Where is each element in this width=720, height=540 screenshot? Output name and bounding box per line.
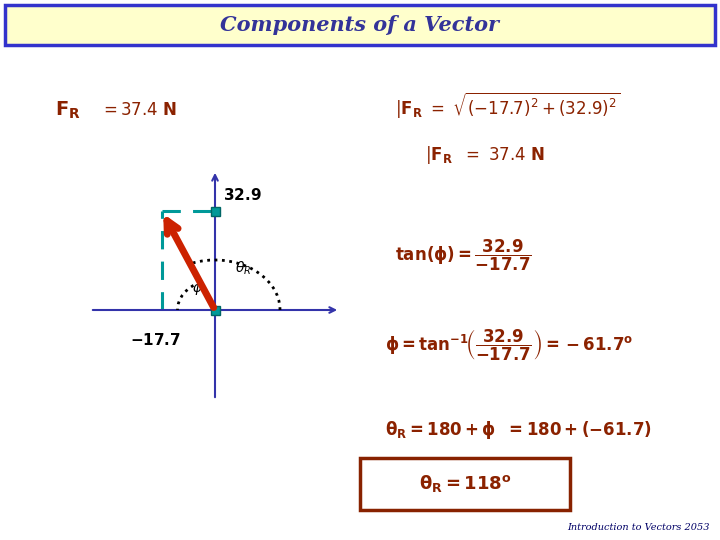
Text: $\mathbf{tan(\phi)=\dfrac{32.9}{-17.7}}$: $\mathbf{tan(\phi)=\dfrac{32.9}{-17.7}}$ xyxy=(395,238,532,273)
Text: $\phi$: $\phi$ xyxy=(192,279,202,297)
Text: $|\mathbf{F_R}\ =\ \sqrt{(-17.7)^2+(32.9)^2}$: $|\mathbf{F_R}\ =\ \sqrt{(-17.7)^2+(32.9… xyxy=(395,90,621,120)
Bar xyxy=(210,306,220,314)
Bar xyxy=(360,458,570,510)
Text: $\mathbf{\theta_R = 118^o}$: $\mathbf{\theta_R = 118^o}$ xyxy=(418,474,511,495)
Text: $\mathbf{\theta_R = 180+\phi\ \ = 180+(-61.7)}$: $\mathbf{\theta_R = 180+\phi\ \ = 180+(-… xyxy=(385,419,652,441)
Text: $\mathbf{32.9}$: $\mathbf{32.9}$ xyxy=(223,187,261,203)
Text: $\mathbf{\phi = tan^{-1}\!\left(\dfrac{32.9}{-17.7}\right) = -61.7^o}$: $\mathbf{\phi = tan^{-1}\!\left(\dfrac{3… xyxy=(385,327,634,362)
Bar xyxy=(210,207,220,216)
Text: Introduction to Vectors 2053: Introduction to Vectors 2053 xyxy=(567,523,710,532)
Bar xyxy=(5,5,715,45)
Text: Components of a Vector: Components of a Vector xyxy=(220,15,500,35)
Text: $\theta_R$: $\theta_R$ xyxy=(235,259,251,276)
Text: $\mathbf{F_R}$: $\mathbf{F_R}$ xyxy=(55,99,81,120)
Text: $\mathbf{-17.7}$: $\mathbf{-17.7}$ xyxy=(130,332,181,348)
Text: $|\mathbf{F_R}\ \ =\ 37.4\ \mathbf{N}$: $|\mathbf{F_R}\ \ =\ 37.4\ \mathbf{N}$ xyxy=(425,144,545,166)
Text: $= 37.4\ \mathbf{N}$: $= 37.4\ \mathbf{N}$ xyxy=(100,101,177,119)
